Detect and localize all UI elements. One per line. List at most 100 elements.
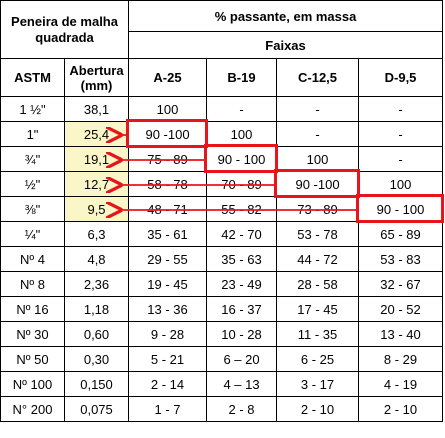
- band-d-cell: 20 - 52: [358, 296, 444, 322]
- astm-cell: ¾": [0, 146, 65, 172]
- opening-cell: 0,075: [63, 396, 130, 422]
- band-b-cell: 4 – 13: [206, 371, 278, 397]
- band-a-cell: 19 - 45: [128, 271, 208, 297]
- band-c-cell: 17 - 45: [276, 296, 360, 322]
- band-b-cell: 2 - 8: [206, 396, 278, 422]
- passing-title-header: % passante, em massa: [128, 0, 444, 32]
- band-a-cell: 58 - 78: [128, 171, 208, 197]
- band-d-cell: 53 - 83: [358, 246, 444, 272]
- band-d-cell: -: [358, 121, 444, 147]
- band-d-cell: -: [358, 96, 444, 122]
- band-b-cell: 35 - 63: [206, 246, 278, 272]
- astm-cell: ½": [0, 171, 65, 197]
- opening-cell: 9,5: [63, 196, 130, 222]
- band-d-cell: 100: [358, 171, 444, 197]
- band-a-cell: 1 - 7: [128, 396, 208, 422]
- band-b-cell: 55 - 82: [206, 196, 278, 222]
- band-b-cell: 70 - 89: [206, 171, 278, 197]
- opening-cell: 6,3: [63, 221, 130, 247]
- table-row: Nº 4 4,8 29 - 55 35 - 63 44 - 72 53 - 83: [0, 246, 444, 272]
- bands-title-header: Faixas: [128, 31, 444, 59]
- sieve-title-header: Peneira de malha quadrada: [0, 0, 130, 59]
- opening-cell: 4,8: [63, 246, 130, 272]
- table-row: ¾" 19,1 75 - 89 90 - 100 100-: [0, 146, 444, 172]
- band-a-cell: 5 - 21: [128, 346, 208, 372]
- band-d-cell: 13 - 40: [358, 321, 444, 347]
- band-a-cell: 29 - 55: [128, 246, 208, 272]
- opening-cell: 19,1: [63, 146, 130, 172]
- band-b-cell: 90 - 100: [206, 146, 278, 172]
- band-d-cell: 2 - 10: [358, 396, 444, 422]
- band-c-cell: 73 - 89: [276, 196, 360, 222]
- band-d-cell: 4 - 19: [358, 371, 444, 397]
- band-c-cell: 100: [276, 146, 360, 172]
- band-a-cell: 100: [128, 96, 208, 122]
- band-c-cell: 6 - 25: [276, 346, 360, 372]
- opening-cell: 0,150: [63, 371, 130, 397]
- band-a-cell: 13 - 36: [128, 296, 208, 322]
- table-row: ⅜" 9,5 48 - 71 55 - 82 73 - 89 90 - 100: [0, 196, 444, 222]
- band-b-cell: -: [206, 96, 278, 122]
- band-b-cell: 6 – 20: [206, 346, 278, 372]
- band-c-cell: 11 - 35: [276, 321, 360, 347]
- astm-cell: Nº 16: [0, 296, 65, 322]
- astm-cell: ¼": [0, 221, 65, 247]
- astm-cell: Nº 4: [0, 246, 65, 272]
- astm-column-header: ASTM: [0, 58, 65, 97]
- table-row: 1" 25,4 90 -100 100- -: [0, 121, 444, 147]
- band-a-cell: 35 - 61: [128, 221, 208, 247]
- table-row: Nº 50 0,30 5 - 21 6 – 20 6 - 25 8 - 29: [0, 346, 444, 372]
- band-c-cell: 44 - 72: [276, 246, 360, 272]
- astm-cell: 1": [0, 121, 65, 147]
- astm-cell: Nº 30: [0, 321, 65, 347]
- table-row: Nº 100 0,150 2 - 14 4 – 13 3 - 17 4 - 19: [0, 371, 444, 397]
- astm-cell: 1 ½": [0, 96, 65, 122]
- table-row: ¼" 6,3 35 - 61 42 - 70 53 - 78 65 - 89: [0, 221, 444, 247]
- sieve-grading-table: Peneira de malha quadrada % passante, em…: [0, 0, 444, 422]
- band-d-cell: 32 - 67: [358, 271, 444, 297]
- table-row: Nº 16 1,18 13 - 36 16 - 37 17 - 45 20 - 52: [0, 296, 444, 322]
- band-b-cell: 10 - 28: [206, 321, 278, 347]
- astm-cell: ⅜": [0, 196, 65, 222]
- band-d-cell: -: [358, 146, 444, 172]
- band-c-header: C-12,5: [276, 58, 360, 97]
- band-c-cell: -: [276, 96, 360, 122]
- band-a-cell: 9 - 28: [128, 321, 208, 347]
- astm-cell: Nº 100: [0, 371, 65, 397]
- band-a-cell: 48 - 71: [128, 196, 208, 222]
- table-row: 1 ½" 38,1 100- - -: [0, 96, 444, 122]
- band-d-cell: 8 - 29: [358, 346, 444, 372]
- band-d-cell: 65 - 89: [358, 221, 444, 247]
- opening-cell: 0,30: [63, 346, 130, 372]
- band-c-cell: 28 - 58: [276, 271, 360, 297]
- band-a-cell: 90 -100: [128, 121, 208, 147]
- band-a-header: A-25: [128, 58, 208, 97]
- astm-cell: Nº 8: [0, 271, 65, 297]
- table-row: ½" 12,7 58 - 78 70 - 89 90 -100 100: [0, 171, 444, 197]
- band-b-cell: 16 - 37: [206, 296, 278, 322]
- opening-cell: 1,18: [63, 296, 130, 322]
- band-b-cell: 42 - 70: [206, 221, 278, 247]
- opening-cell: 0,60: [63, 321, 130, 347]
- band-a-cell: 75 - 89: [128, 146, 208, 172]
- opening-cell: 12,7: [63, 171, 130, 197]
- table-row: Nº 8 2,36 19 - 45 23 - 49 28 - 58 32 - 67: [0, 271, 444, 297]
- opening-cell: 38,1: [63, 96, 130, 122]
- band-b-header: B-19: [206, 58, 278, 97]
- band-c-cell: 2 - 10: [276, 396, 360, 422]
- opening-column-header: Abertura (mm): [63, 58, 130, 97]
- band-c-cell: 53 - 78: [276, 221, 360, 247]
- band-a-cell: 2 - 14: [128, 371, 208, 397]
- opening-cell: 25,4: [63, 121, 130, 147]
- table-row: Nº 30 0,60 9 - 28 10 - 28 11 - 35 13 - 40: [0, 321, 444, 347]
- opening-cell: 2,36: [63, 271, 130, 297]
- band-b-cell: 23 - 49: [206, 271, 278, 297]
- band-c-cell: -: [276, 121, 360, 147]
- astm-cell: Nº 50: [0, 346, 65, 372]
- band-b-cell: 100: [206, 121, 278, 147]
- band-d-header: D-9,5: [358, 58, 444, 97]
- band-c-cell: 3 - 17: [276, 371, 360, 397]
- band-d-cell: 90 - 100: [358, 196, 444, 222]
- band-c-cell: 90 -100: [276, 171, 360, 197]
